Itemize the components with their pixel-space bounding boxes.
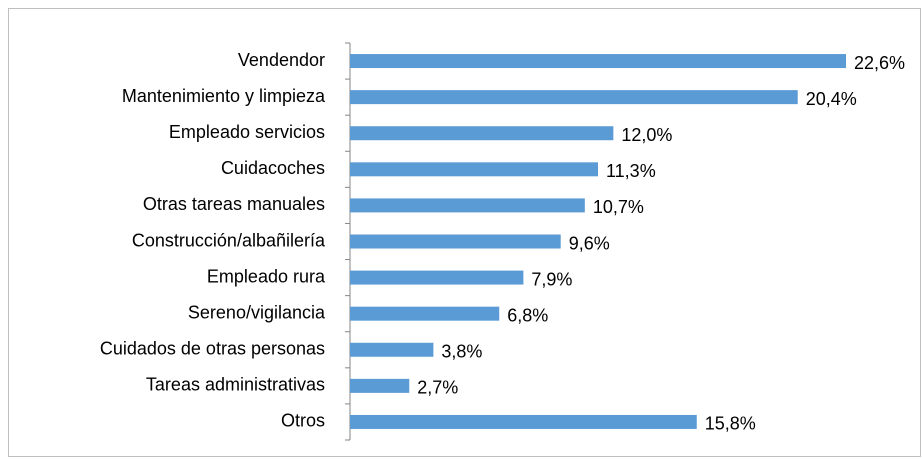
category-label: Otros xyxy=(281,411,325,431)
value-label: 12,0% xyxy=(621,125,672,145)
category-label: Tareas administrativas xyxy=(146,375,325,395)
value-label: 22,6% xyxy=(854,53,905,73)
value-label: 9,6% xyxy=(569,233,610,253)
value-label: 20,4% xyxy=(806,89,857,109)
bar xyxy=(350,234,561,249)
category-label: Construcción/albañilería xyxy=(132,230,326,250)
bar xyxy=(350,162,598,177)
bar xyxy=(350,126,614,141)
bar xyxy=(350,342,434,357)
category-label: Cuidacoches xyxy=(221,158,325,178)
value-label: 2,7% xyxy=(417,378,458,398)
chart-frame xyxy=(8,8,921,457)
category-label: Empleado rura xyxy=(207,266,326,286)
category-label: Empleado servicios xyxy=(169,122,325,142)
value-label: 3,8% xyxy=(441,342,482,362)
category-label: Sereno/vigilancia xyxy=(188,302,326,322)
bar xyxy=(350,378,410,393)
bar xyxy=(350,270,524,285)
category-label: Vendendor xyxy=(238,50,325,70)
bar xyxy=(350,54,846,69)
bar xyxy=(350,90,798,105)
value-label: 6,8% xyxy=(507,305,548,325)
value-label: 10,7% xyxy=(593,197,644,217)
bar xyxy=(350,198,585,213)
value-label: 15,8% xyxy=(705,414,756,434)
category-label: Cuidados de otras personas xyxy=(100,339,325,359)
value-label: 7,9% xyxy=(531,269,572,289)
bar xyxy=(350,306,500,321)
category-label: Mantenimiento y limpieza xyxy=(122,86,326,106)
bar xyxy=(350,414,697,429)
value-label: 11,3% xyxy=(606,161,656,181)
category-label: Otras tareas manuales xyxy=(143,194,325,214)
